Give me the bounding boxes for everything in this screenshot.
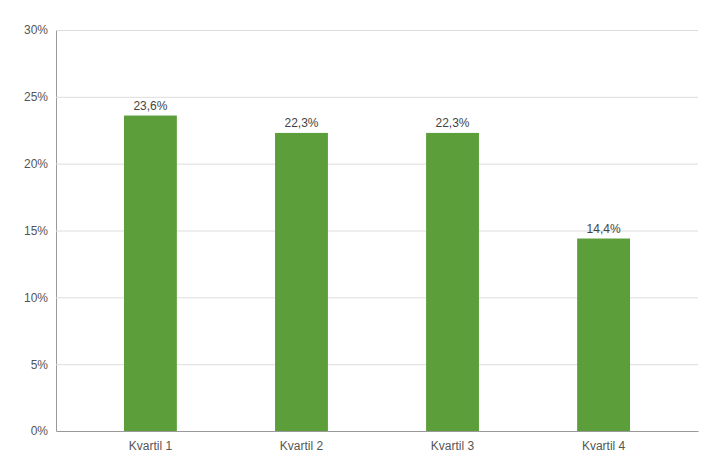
x-tick: Kvartil 4 [582,439,626,453]
x-axis-line [57,431,699,432]
data-label: 23,6% [133,99,167,113]
x-axis: Kvartil 1 Kvartil 2 Kvartil 3 Kvartil 4 [57,432,699,453]
y-tick-label: 30% [24,23,48,37]
x-tick: Kvartil 3 [431,439,475,453]
x-tick-label: Kvartil 2 [280,439,324,453]
x-tick-label: Kvartil 1 [129,439,173,453]
y-tick-label: 15% [24,224,48,238]
bar [275,133,328,431]
data-label: 22,3% [284,116,318,130]
y-tick-label: 5% [31,358,49,372]
x-tick-label: Kvartil 3 [431,439,475,453]
x-tick: Kvartil 1 [129,439,173,453]
data-label: 22,3% [436,116,470,130]
bars [124,116,630,431]
bar [426,133,479,431]
y-tick-label: 25% [24,90,48,104]
y-axis: 0% 5% 10% 15% 20% 25% 30% [24,23,698,438]
data-labels: 23,6% 22,3% 22,3% 14,4% [133,99,621,236]
grid-line [56,431,698,432]
y-tick-label: 0% [31,424,49,438]
x-tick: Kvartil 2 [280,439,324,453]
bar [577,239,630,431]
bar [124,116,177,431]
x-tick-label: Kvartil 4 [582,439,626,453]
y-tick-label: 20% [24,157,48,171]
y-tick: 30% [24,23,698,37]
data-label: 14,4% [587,222,621,236]
grid-line [56,30,698,31]
plot: 0%5%10%15%20%25%30%Kvartil 1Kvartil 2Kva… [24,23,699,452]
y-tick: 25% [24,90,698,104]
y-tick-label: 10% [24,291,48,305]
chart: 0%5%10%15%20%25%30%Kvartil 1Kvartil 2Kva… [0,0,722,475]
